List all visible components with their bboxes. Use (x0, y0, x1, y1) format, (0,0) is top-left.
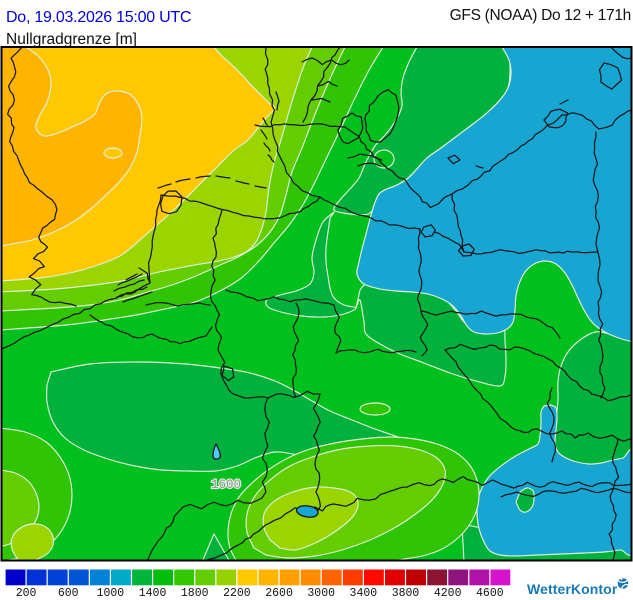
svg-text:1000: 1000 (97, 587, 125, 600)
svg-text:Nullgradgrenze [m]: Nullgradgrenze [m] (6, 31, 137, 48)
svg-text:GFS (NOAA) Do 12 + 171h: GFS (NOAA) Do 12 + 171h (450, 7, 631, 24)
svg-text:1600: 1600 (211, 478, 241, 492)
svg-text:4600: 4600 (476, 587, 504, 600)
svg-text:3400: 3400 (350, 587, 378, 600)
svg-text:3000: 3000 (307, 587, 335, 600)
svg-text:600: 600 (58, 587, 79, 600)
svg-text:2600: 2600 (265, 587, 293, 600)
svg-text:2200: 2200 (223, 587, 251, 600)
svg-text:1800: 1800 (181, 587, 209, 600)
svg-text:Do, 19.03.2026 15:00 UTC: Do, 19.03.2026 15:00 UTC (6, 9, 191, 26)
svg-text:3800: 3800 (392, 587, 420, 600)
svg-text:WetterKontor: WetterKontor (527, 581, 618, 597)
svg-text:200: 200 (16, 587, 37, 600)
svg-text:1400: 1400 (139, 587, 167, 600)
svg-text:4200: 4200 (434, 587, 462, 600)
